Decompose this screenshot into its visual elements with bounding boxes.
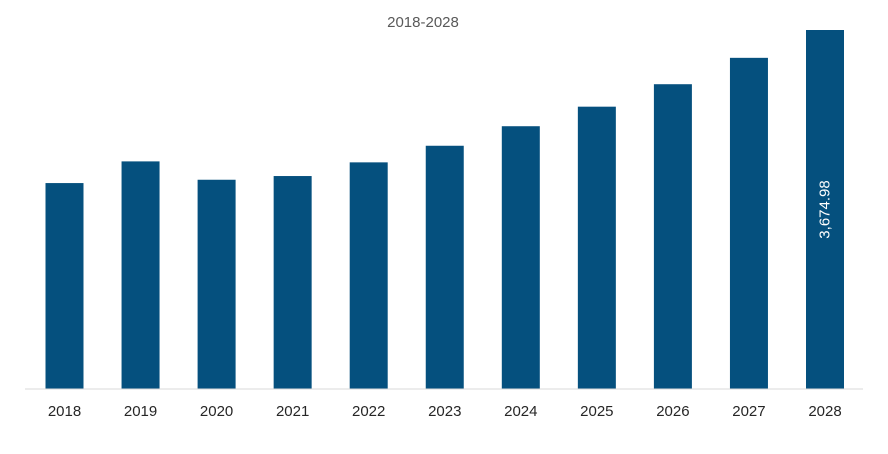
bar-2018 [45,183,84,389]
x-tick-label-2021: 2021 [276,403,309,420]
bar-2019 [121,161,160,389]
bar-2025 [577,106,616,390]
x-tick-label-2020: 2020 [200,403,233,420]
x-tick-label-2026: 2026 [656,403,689,420]
bar-2020 [197,179,236,389]
x-tick-label-2027: 2027 [732,403,765,420]
x-tick-label-2025: 2025 [580,403,613,420]
bars-group [45,30,844,390]
x-tick-label-2028: 2028 [808,403,841,420]
bar-2022 [349,162,388,389]
x-tick-label-2022: 2022 [352,403,385,420]
bar-2027 [729,57,768,390]
bar-2021 [273,176,312,389]
data-label-2028: 3,674.98 [817,180,834,238]
x-tick-label-2024: 2024 [504,403,537,420]
bar-2028 [806,30,844,389]
data-labels-group: 3,674.98 [817,180,834,238]
x-tick-label-2018: 2018 [48,403,81,420]
chart-title: 2018-2028 [387,14,459,31]
x-tick-label-2023: 2023 [428,403,461,420]
bar-2024 [501,126,540,389]
x-tick-labels: 2018 2019 2020 2021 2022 2023 2024 2025 2026 2027… [48,403,842,420]
bar-2023 [425,145,464,389]
bar-2026 [653,84,692,390]
x-tick-label-2019: 2019 [124,403,157,420]
